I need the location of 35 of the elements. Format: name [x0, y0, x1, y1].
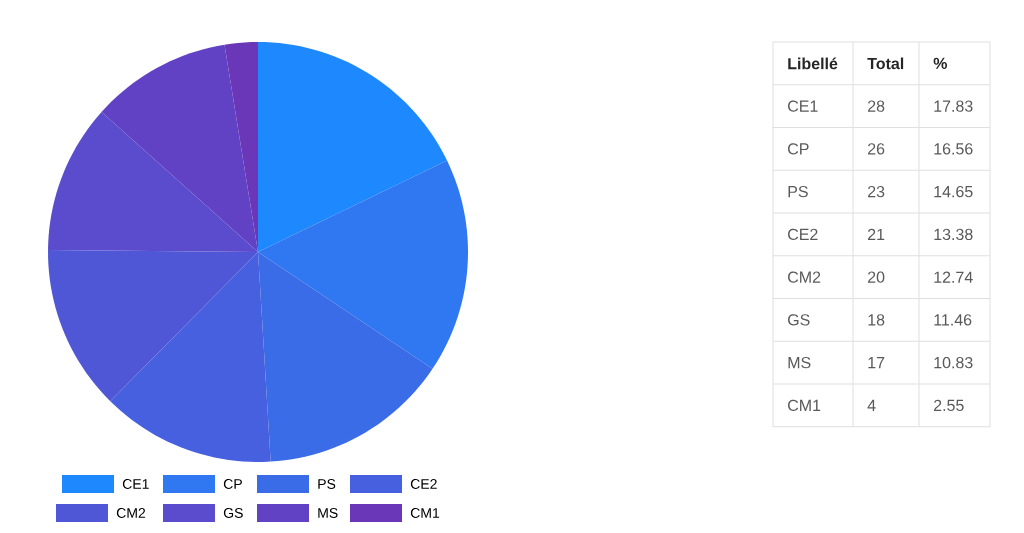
category-label: MS: [788, 356, 811, 369]
data-label: 18: [868, 314, 885, 326]
legend-label: CE2: [410, 479, 437, 489]
data-label: 26: [868, 143, 885, 155]
category-label: CE2: [788, 228, 818, 241]
data-label: 21: [868, 228, 885, 240]
category-label: PS: [788, 185, 808, 198]
text: 13.38: [934, 228, 973, 241]
legend-label: CM1: [410, 508, 440, 518]
category-label: GS: [788, 314, 810, 326]
data-label: 28: [868, 100, 885, 112]
text: Libellé: [788, 57, 838, 70]
text: 17.83: [934, 100, 973, 112]
data-label: 23: [868, 185, 885, 198]
text: %: [933, 57, 948, 69]
text: 16.56: [934, 143, 973, 155]
category-label: CE1: [788, 100, 818, 112]
text: Total: [867, 57, 904, 70]
text: 11.46: [934, 314, 972, 326]
data-label: 20: [868, 271, 885, 283]
legend-label: PS: [318, 479, 336, 489]
legend-label: MS: [318, 508, 338, 518]
text: 14.65: [934, 185, 973, 198]
text: 2.55: [934, 399, 964, 412]
text: 12.74: [934, 271, 973, 283]
legend-label: GS: [223, 508, 243, 518]
legend-label: CP: [223, 479, 242, 489]
category-label: CP: [788, 143, 809, 155]
data-label: 4: [867, 399, 876, 411]
text: 10.83: [934, 356, 973, 369]
legend-label: CM2: [116, 508, 146, 518]
category-label: CM1: [788, 399, 821, 412]
category-label: CM2: [788, 271, 821, 283]
legend-label: CE1: [122, 479, 149, 489]
data-label: 17: [868, 357, 885, 369]
